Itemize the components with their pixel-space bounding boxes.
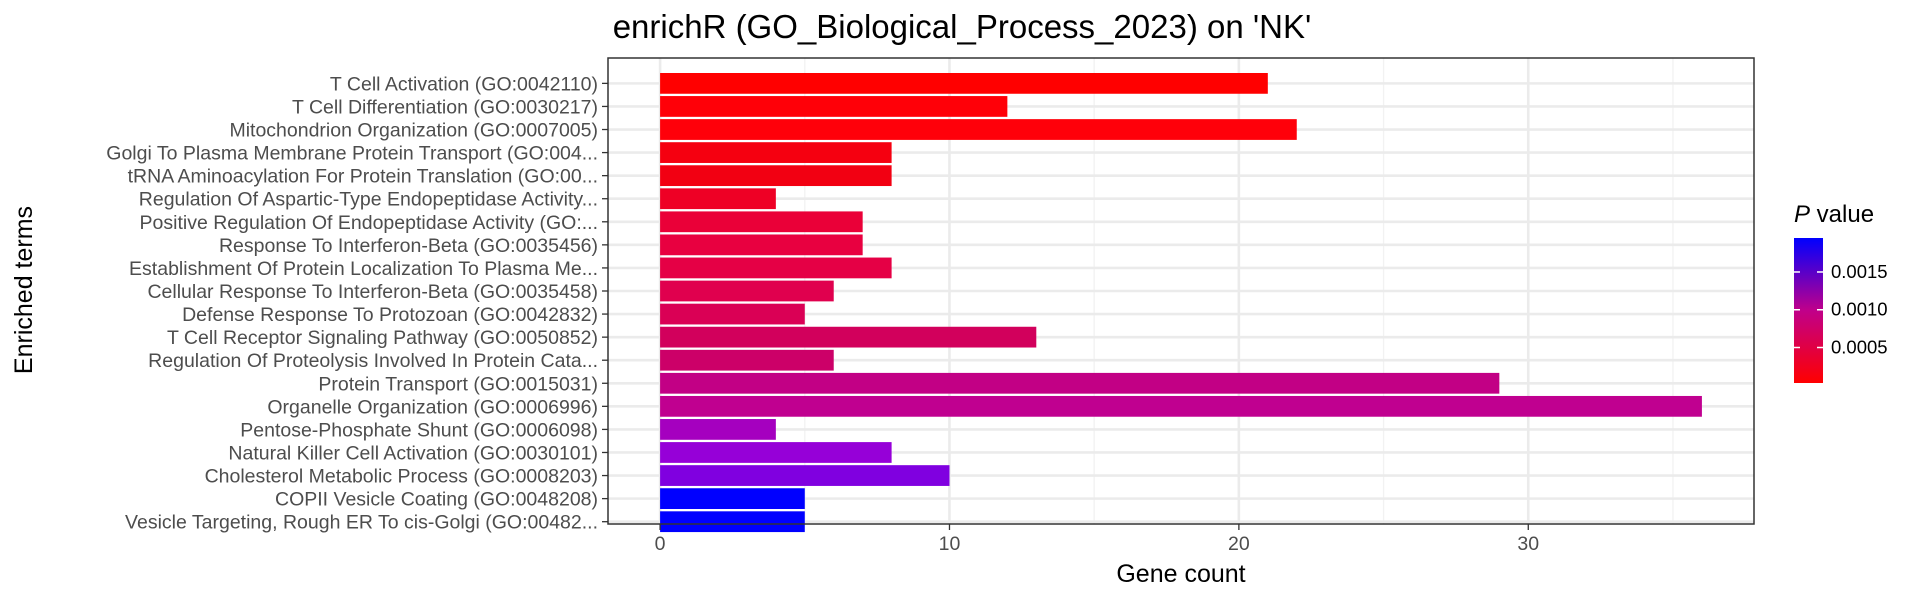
bar [660,303,805,325]
bar [660,326,1037,348]
y-tick-label: Regulation Of Aspartic-Type Endopeptidas… [139,189,598,211]
y-tick-label: Pentose-Phosphate Shunt (GO:0006098) [240,419,598,441]
y-tick-label: Natural Killer Cell Activation (GO:00301… [228,442,598,464]
y-tick-label: tRNA Aminoacylation For Protein Translat… [128,166,598,188]
y-tick-label: Protein Transport (GO:0015031) [318,373,598,395]
y-tick-label: Cholesterol Metabolic Process (GO:000820… [205,466,598,488]
bar [660,442,892,463]
x-axis-title: Gene count [1116,560,1245,588]
bar [660,511,805,533]
y-tick-label: Positive Regulation Of Endopeptidase Act… [140,212,598,234]
x-tick-label: 10 [939,533,961,555]
bar [660,96,1008,117]
bar [660,211,863,233]
panel-border [607,57,1755,525]
y-axis-title: Enriched terms [10,206,38,374]
bar [660,488,805,510]
y-tick-label: Golgi To Plasma Membrane Protein Transpo… [106,143,598,165]
bar [660,188,776,210]
x-tick-label: 20 [1228,533,1250,555]
bar [660,234,863,256]
legend-colorbar [1794,238,1823,383]
y-tick-label: Cellular Response To Interferon-Beta (GO… [147,281,598,303]
y-tick-label: Establishment Of Protein Localization To… [129,258,598,280]
legend-tick-label: 0.0005 [1831,337,1888,358]
y-tick-label: T Cell Activation (GO:0042110) [330,73,598,95]
x-tick-label: 0 [655,533,666,555]
bar [660,419,776,440]
plot-panel: T Cell Activation (GO:0042110)T Cell Dif… [106,57,1755,555]
bar [660,395,1702,417]
y-tick-label: T Cell Receptor Signaling Pathway (GO:00… [167,327,598,349]
bar [660,280,834,302]
x-tick-label: 30 [1517,533,1539,555]
y-tick-label: T Cell Differentiation (GO:0030217) [292,96,598,118]
bar [660,372,1500,394]
legend-tick-label: 0.0010 [1831,299,1888,320]
bar [660,119,1297,140]
y-tick-label: Response To Interferon-Beta (GO:0035456) [219,235,598,257]
legend-title-p: P [1794,201,1810,228]
y-tick-label: Vesicle Targeting, Rough ER To cis-Golgi… [125,512,598,534]
y-tick-label: Organelle Organization (GO:0006996) [267,396,598,418]
y-tick-label: Defense Response To Protozoan (GO:004283… [182,304,598,326]
y-tick-label: Mitochondrion Organization (GO:0007005) [229,120,598,142]
bar [660,257,892,279]
legend: P value 0.0015 0.0010 0.0005 [1794,201,1888,383]
legend-tick-label: 0.0015 [1831,261,1888,282]
legend-title: P value [1794,201,1874,228]
bar [660,142,892,163]
y-tick-label: Regulation Of Proteolysis Involved In Pr… [148,350,598,372]
y-tick-label: COPII Vesicle Coating (GO:0048208) [275,489,598,511]
bar [660,165,892,187]
bar [660,349,834,371]
bar [660,72,1268,94]
bar [660,465,950,486]
chart-title: enrichR (GO_Biological_Process_2023) on … [613,8,1312,45]
legend-title-value: value [1810,201,1874,228]
